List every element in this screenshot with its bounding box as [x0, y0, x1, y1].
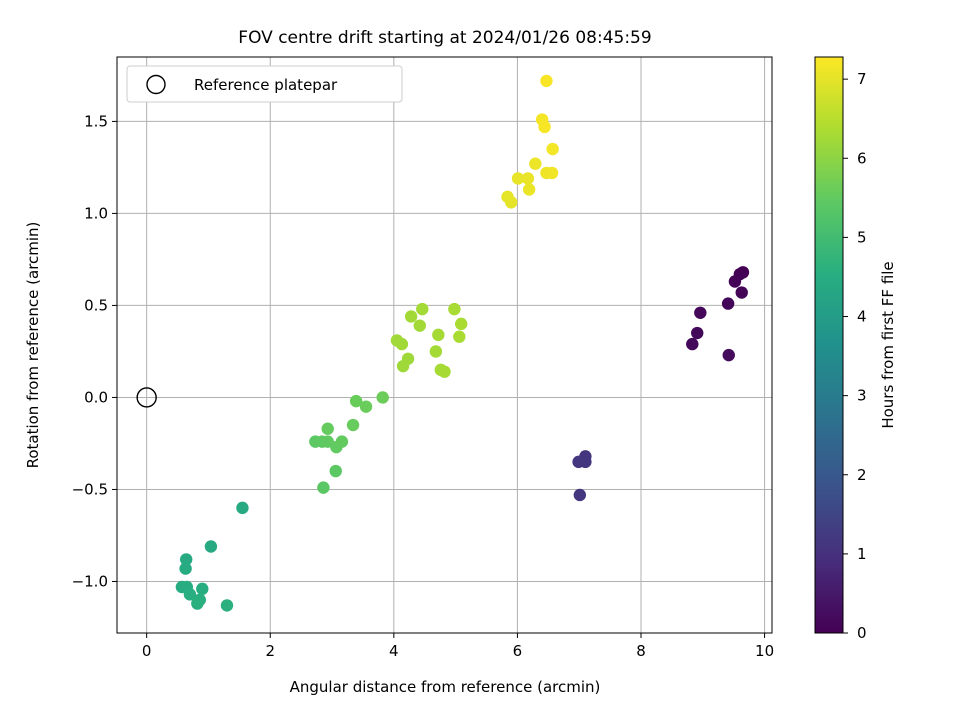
data-point: [401, 352, 415, 366]
data-point: [183, 588, 197, 601]
data-point: [511, 172, 525, 185]
data-point: [505, 196, 518, 209]
data-point: [728, 275, 742, 288]
colorbar-gradient: [814, 56, 844, 634]
legend-entry-reference-platepar: Reference platepar: [194, 76, 338, 94]
colorbar-tick-label: 2: [857, 466, 867, 484]
data-point: [454, 317, 468, 331]
reference-marker: [136, 387, 157, 408]
y-tick-label: −0.5: [72, 480, 108, 498]
data-point: [432, 328, 445, 342]
legend-frame: [126, 65, 403, 103]
x-axis-ticks: 0 2 4 6 8 10: [142, 633, 774, 660]
data-point: [453, 330, 466, 343]
x-tick-label: 4: [389, 642, 399, 660]
x-axis-label: Angular distance from reference (arcmin): [290, 678, 601, 696]
colorbar-tick-label: 3: [857, 387, 867, 405]
data-point: [538, 120, 551, 134]
data-point: [694, 306, 707, 319]
colorbar-ticks: 0 1 2 3 4 5 6 7: [843, 70, 867, 642]
data-point: [686, 337, 699, 351]
y-axis-ticks: −1.0 −0.5 0.0 0.5 1.0 1.5: [72, 112, 117, 590]
data-point: [329, 464, 342, 478]
data-point: [321, 422, 334, 435]
data-point: [522, 183, 536, 196]
data-point: [691, 326, 704, 340]
data-point: [180, 553, 193, 566]
colorbar-tick-label: 5: [857, 228, 867, 246]
chart-title: FOV centre drift starting at 2024/01/26 …: [238, 28, 651, 48]
data-point: [220, 599, 234, 612]
data-point: [416, 302, 429, 316]
colorbar-tick-label: 4: [857, 308, 867, 326]
colorbar-tick-label: 7: [857, 70, 867, 88]
x-tick-label: 0: [142, 642, 152, 660]
data-point: [546, 142, 559, 156]
colorbar-label: Hours from first FF file: [879, 261, 897, 428]
grid-lines: [117, 57, 772, 633]
data-point: [572, 455, 585, 469]
data-point: [179, 562, 192, 575]
data-point: [529, 157, 542, 170]
plot-area-frame: [116, 56, 773, 634]
y-tick-label: 0.0: [84, 388, 108, 406]
data-point: [448, 302, 461, 316]
y-tick-label: 1.0: [84, 204, 108, 222]
data-point: [191, 597, 204, 610]
data-point: [335, 435, 349, 448]
data-point: [722, 348, 735, 362]
data-point: [349, 394, 363, 408]
colorbar-tick-label: 6: [857, 149, 867, 167]
data-point: [404, 310, 418, 323]
x-tick-label: 8: [636, 642, 646, 660]
data-point: [395, 337, 409, 351]
data-point: [204, 540, 218, 553]
data-point: [346, 418, 360, 432]
data-point: [196, 582, 209, 596]
data-point: [438, 365, 451, 378]
data-point: [545, 166, 559, 180]
data-point: [317, 481, 330, 494]
data-point: [359, 400, 373, 413]
data-point: [735, 286, 748, 299]
colorbar-tick-label: 0: [857, 624, 867, 642]
data-point: [429, 345, 443, 358]
data-point: [521, 172, 535, 185]
x-tick-label: 10: [755, 642, 774, 660]
data-points: [175, 74, 750, 612]
x-tick-label: 6: [513, 642, 523, 660]
y-axis-label: Rotation from reference (arcmin): [24, 222, 42, 469]
data-point: [540, 74, 553, 88]
y-tick-label: 1.5: [84, 112, 108, 130]
colorbar-tick-label: 1: [857, 545, 867, 563]
legend: Reference platepar: [126, 65, 403, 103]
data-point: [376, 391, 389, 404]
data-point: [413, 319, 426, 332]
data-point: [721, 297, 735, 310]
reference-platepar-marker: [136, 387, 157, 408]
data-point: [573, 488, 587, 502]
x-tick-label: 2: [265, 642, 275, 660]
data-point: [236, 501, 249, 515]
y-tick-label: 0.5: [84, 296, 108, 314]
colorbar: 0 1 2 3 4 5 6 7 Hours from first FF file: [814, 56, 897, 642]
legend-reference-marker-icon: [146, 74, 166, 95]
y-tick-label: −1.0: [72, 572, 108, 590]
